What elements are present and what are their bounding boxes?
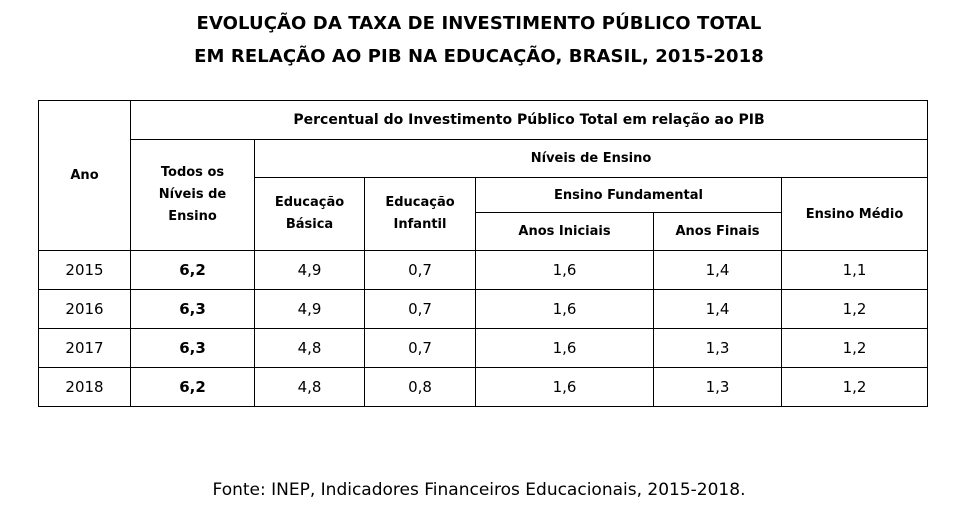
cell-ensino-medio: 1,1 xyxy=(780,250,929,290)
cell-basica: 4,9 xyxy=(254,250,365,290)
cell-ano: 2015 xyxy=(38,250,131,290)
cell-infantil: 0,8 xyxy=(364,367,476,407)
header-todos-niveis: Todos os Níveis de Ensino xyxy=(130,139,255,251)
cell-ensino-medio: 1,2 xyxy=(780,289,929,329)
cell-anos-finais: 1,4 xyxy=(653,250,782,290)
cell-basica: 4,8 xyxy=(254,328,365,368)
table-row: 2015 6,2 4,9 0,7 1,6 1,4 1,1 xyxy=(38,250,929,290)
cell-infantil: 0,7 xyxy=(364,289,476,329)
header-ano: Ano xyxy=(38,100,131,251)
header-todos-line-3: Ensino xyxy=(168,209,217,224)
header-percentual: Percentual do Investimento Público Total… xyxy=(129,100,929,140)
cell-anos-finais: 1,3 xyxy=(653,328,782,368)
table-row: 2016 6,3 4,9 0,7 1,6 1,4 1,2 xyxy=(38,289,929,329)
cell-ano: 2018 xyxy=(38,367,131,407)
header-anos-finais: Anos Finais xyxy=(653,212,782,251)
header-anos-iniciais: Anos Iniciais xyxy=(475,212,654,251)
header-basica-line-1: Educação xyxy=(274,195,345,210)
header-educacao-infantil: Educação Infantil xyxy=(364,177,476,251)
cell-anos-finais: 1,3 xyxy=(653,367,782,407)
header-educacao-basica: Educação Básica xyxy=(254,177,365,251)
cell-infantil: 0,7 xyxy=(364,250,476,290)
header-niveis-ensino: Níveis de Ensino xyxy=(253,139,929,178)
cell-todos: 6,2 xyxy=(130,250,255,290)
header-ensino-medio: Ensino Médio xyxy=(780,177,929,251)
header-infantil-line-2: Infantil xyxy=(393,217,447,232)
cell-ano: 2016 xyxy=(38,289,131,329)
cell-anos-finais: 1,4 xyxy=(653,289,782,329)
page-title-line-2: EM RELAÇÃO AO PIB NA EDUCAÇÃO, BRASIL, 2… xyxy=(194,46,764,67)
source-note: Fonte: INEP, Indicadores Financeiros Edu… xyxy=(212,480,746,500)
cell-anos-iniciais: 1,6 xyxy=(475,289,654,329)
header-basica-line-2: Básica xyxy=(285,217,334,232)
cell-anos-iniciais: 1,6 xyxy=(475,367,654,407)
header-ensino-fundamental: Ensino Fundamental xyxy=(475,177,782,213)
header-todos-line-2: Níveis de xyxy=(158,187,227,202)
table-row: 2018 6,2 4,8 0,8 1,6 1,3 1,2 xyxy=(38,367,929,407)
cell-ensino-medio: 1,2 xyxy=(780,367,929,407)
cell-basica: 4,9 xyxy=(254,289,365,329)
cell-todos: 6,3 xyxy=(130,328,255,368)
header-todos-line-1: Todos os xyxy=(160,165,225,180)
cell-anos-iniciais: 1,6 xyxy=(475,250,654,290)
cell-infantil: 0,7 xyxy=(364,328,476,368)
cell-todos: 6,3 xyxy=(130,289,255,329)
header-infantil-line-1: Educação xyxy=(385,195,455,210)
cell-anos-iniciais: 1,6 xyxy=(475,328,654,368)
page-title-line-1: EVOLUÇÃO DA TAXA DE INVESTIMENTO PÚBLICO… xyxy=(196,13,762,34)
cell-basica: 4,8 xyxy=(254,367,365,407)
cell-todos: 6,2 xyxy=(130,367,255,407)
cell-ensino-medio: 1,2 xyxy=(780,328,929,368)
cell-ano: 2017 xyxy=(38,328,131,368)
investment-table: Ano Percentual do Investimento Público T… xyxy=(38,100,929,407)
table-row: 2017 6,3 4,8 0,7 1,6 1,3 1,2 xyxy=(38,328,929,368)
